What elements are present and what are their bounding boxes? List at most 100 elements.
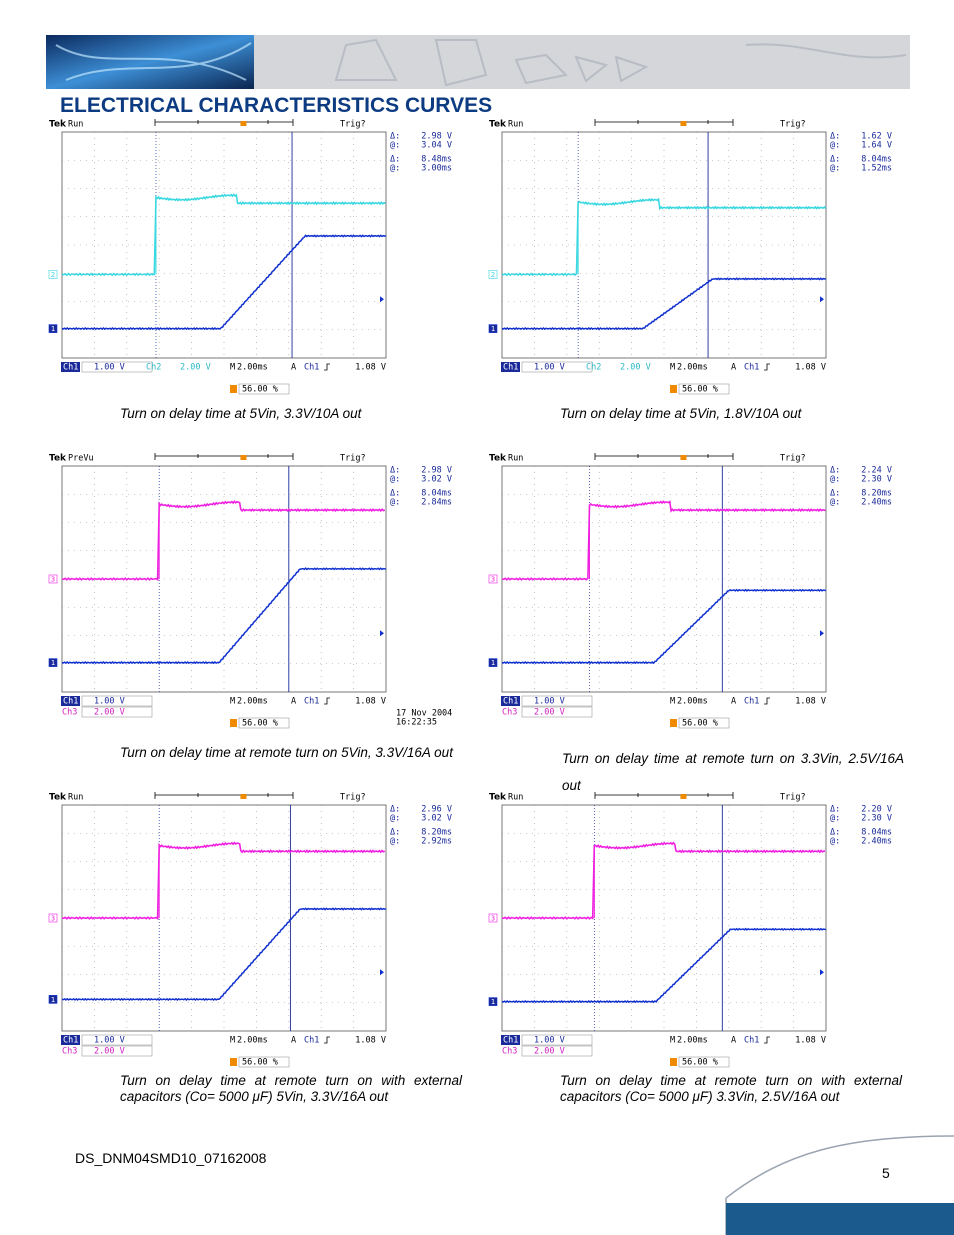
ch3-scale: 2.00 V [94,1047,125,1057]
ch1-field [81,695,153,707]
trigger-icon [230,385,237,393]
trigger-source: Ch1 [744,363,759,373]
readout-symbol: @: [390,837,400,847]
record-bracket [154,453,294,460]
readout-symbol: @: [830,814,840,824]
header-banner [46,35,910,89]
readout-value: 1.64 V [861,141,892,151]
figure-caption: Turn on delay time at remote turn on 5Vi… [120,745,453,760]
readout-symbol: Δ: [390,489,400,499]
timebase: 2.00ms [237,697,268,707]
readout-symbol: Δ: [390,828,400,838]
trigger-slope [764,363,770,371]
ch1-box [501,1035,520,1045]
readout-value: 3.02 V [421,814,452,824]
readout-value: 8.04ms [861,828,892,838]
channel-marker: 3 [491,576,495,584]
brand: Tek [489,120,507,130]
record-bracket [154,119,294,126]
doc-id: DS_DNM04SMD10_07162008 [75,1150,267,1166]
status: Run [508,120,523,130]
channel-marker-box [48,270,58,279]
trigger-pos-box [238,717,290,729]
readout-value: 3.00ms [421,164,452,174]
waveform-ch2 [501,500,826,581]
readout-value: 8.20ms [421,828,452,838]
readout-symbol: Δ: [390,132,400,142]
ch3-label: Ch3 [502,708,517,718]
channel-marker-box [48,324,58,333]
figure-caption: Turn on delay time at remote turn on wit… [560,1073,902,1104]
brand: Tek [489,793,507,803]
ch3-label: Ch3 [62,708,77,718]
readout-symbol: @: [390,498,400,508]
readout-symbol: @: [830,837,840,847]
readout-value: 8.20ms [861,489,892,499]
trigger-slope [764,697,770,705]
figure-caption: Turn on delay time at remote turn on wit… [120,1073,462,1104]
brand: Tek [489,454,507,464]
level-marker [380,969,384,976]
waveform-ch1 [61,567,387,665]
scope-capture: Tek PreVu Trig? 3 1 Δ: 2.98 V @: 3.02 V Δ: 8.04ms @… [48,453,452,729]
readout-value: 2.98 V [421,466,452,476]
ch1-field [521,695,593,707]
trigger-pos-box [678,717,730,729]
trigger-mode: A [291,1036,296,1046]
level-marker [820,969,824,976]
readout-symbol: @: [390,141,400,151]
readout-value: 2.30 V [861,475,892,485]
trigger-state: Trig? [340,120,366,130]
page-title: ELECTRICAL CHARACTERISTICS CURVES [60,94,493,117]
timebase: 2.00ms [677,1036,708,1046]
readout-symbol: Δ: [830,132,840,142]
trigger-position: 56.00 % [242,385,278,395]
readout-value: 2.40ms [861,837,892,847]
timebase: 2.00ms [237,1036,268,1046]
ch1-box [501,696,520,706]
trigger-source: Ch1 [304,363,319,373]
timebase: 2.00ms [677,697,708,707]
ch1-field [521,361,593,373]
trigger-icon [230,1058,237,1066]
waveform-ch1 [501,927,827,1004]
readout-value: 2.96 V [421,805,452,815]
ch1-label: Ch1 [503,697,518,707]
channel-marker: 1 [51,325,55,333]
channel-marker-box [48,995,58,1004]
trigger-level: 1.08 V [795,1036,826,1046]
scope-capture: Tek Run Trig? 2 1 Δ: 2.98 V @: 3.04 V Δ: 8.48ms @: 3… [48,119,452,395]
channel-marker: 3 [51,915,55,923]
status: Run [68,793,83,803]
readout-value: 2.30 V [861,814,892,824]
ch3-field [81,1045,153,1057]
trigger-icon [670,385,677,393]
status: Run [68,120,83,130]
trigger-state: Trig? [780,120,806,130]
channel-marker: 1 [491,659,495,667]
trigger-position: 56.00 % [682,719,718,729]
trigger-position: 56.00 % [682,1058,718,1068]
readout-value: 2.92ms [421,837,452,847]
ch1-box [501,362,520,372]
trigger-source: Ch1 [744,1036,759,1046]
waveform-ch2 [501,197,827,277]
ch1-label: Ch1 [63,1036,78,1046]
trigger-position: 56.00 % [682,385,718,395]
trigger-level: 1.08 V [355,363,386,373]
trigger-mode: A [291,697,296,707]
timebase: 2.00ms [237,363,268,373]
readout-symbol: @: [830,498,840,508]
trigger-pos-box [678,1056,730,1068]
scope-capture: Tek Run Trig? 3 1 Δ: 2.20 V @: 2.30 V Δ: 8.04ms @: 2… [488,792,892,1068]
trigger-slope [324,1036,330,1044]
timebase-m: M [670,697,675,707]
waveform-ch1 [61,907,387,1002]
trigger-source: Ch1 [304,697,319,707]
level-marker [380,296,384,303]
ch1-box [61,1035,80,1045]
readout-value: 1.52ms [861,164,892,174]
figure-caption: Turn on delay time at 5Vin, 3.3V/10A out [120,406,362,421]
level-marker [820,630,824,637]
trigger-mode: A [731,1036,736,1046]
